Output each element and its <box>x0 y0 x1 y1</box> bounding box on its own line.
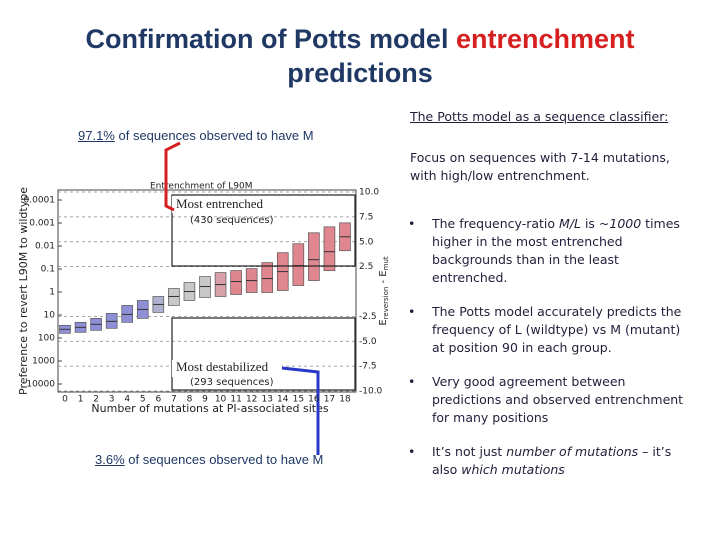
callout-line <box>164 141 181 212</box>
bottom-note: 3.6% of sequences observed to have M <box>95 452 323 467</box>
y2-tick-label: 10.0 <box>359 188 379 198</box>
bullet-text: is ~ <box>580 216 610 231</box>
bullet-italic: number of mutations <box>506 444 639 459</box>
box <box>323 226 336 271</box>
destabilized-count: (293 sequences) <box>190 377 274 388</box>
x-tick-label: 13 <box>261 395 272 405</box>
y2-axis-label: Ereversion - Emut <box>378 256 390 326</box>
x-tick-label: 7 <box>171 395 177 405</box>
x-tick-label: 15 <box>293 395 304 405</box>
y2-tick-label: -2.5 <box>359 312 377 322</box>
x-tick-label: 11 <box>230 395 241 405</box>
y2-tick-label: 2.5 <box>359 262 373 272</box>
y-tick-label: 10000 <box>26 380 55 390</box>
y-tick-label: 0.01 <box>35 242 55 252</box>
percent: 3.6% <box>95 452 125 467</box>
bullet-text: times higher in the most entrenched back… <box>432 216 680 285</box>
x-tick-label: 14 <box>277 395 289 405</box>
focus-text: Focus on sequences with 7-14 mutations, … <box>410 150 670 183</box>
bullet-italic: 1000 <box>609 216 642 231</box>
title-part: predictions <box>287 58 433 88</box>
y2-tick-label: -7.5 <box>359 362 377 372</box>
bullet-text: It’s not just <box>432 444 507 459</box>
y2-label-part: reversion <box>382 287 390 320</box>
y-tick-label: 100 <box>38 334 55 344</box>
x-tick-label: 0 <box>62 395 68 405</box>
y2-label-part: mut <box>382 256 390 270</box>
y2-tick-label: 7.5 <box>359 212 373 222</box>
right-heading: The Potts model as a sequence classifier… <box>410 109 669 124</box>
y-axis-label: Preference to revert L90M to wildtype <box>17 187 30 395</box>
figure-title: Entrenchment of L90M <box>150 182 252 192</box>
x-tick-label: 10 <box>215 395 227 405</box>
bullet-italic: which mutations <box>461 462 565 477</box>
entrenched-count: (430 sequences) <box>190 215 274 226</box>
marks <box>58 191 356 392</box>
y-tick-label: 10 <box>44 311 56 321</box>
y2-label-part: E <box>378 319 389 325</box>
label-bg <box>172 360 282 377</box>
entrenched-label: Most entrenched <box>176 196 264 211</box>
x-tick-label: 17 <box>324 395 335 405</box>
x-tick-label: 16 <box>308 395 320 405</box>
bullet-text: The Potts model accurately predicts the … <box>432 304 682 355</box>
title-highlight: entrenchment <box>455 24 635 54</box>
y-tick-label: 1000 <box>32 357 55 367</box>
x-tick-label: 2 <box>93 395 99 405</box>
x-tick-label: 4 <box>124 395 130 405</box>
x-tick-label: 9 <box>202 395 208 405</box>
y-tick-label: 0.1 <box>41 265 55 275</box>
title-part: Confirmation of Potts model <box>85 24 456 54</box>
y2-label-part: - E <box>378 270 389 286</box>
bullet-text: – it’s also <box>432 444 672 477</box>
x-tick-label: 1 <box>78 395 84 405</box>
entrenched-region <box>171 194 356 267</box>
x-tick-label: 6 <box>155 395 161 405</box>
percent: 97.1% <box>78 128 115 143</box>
label-bg <box>172 196 276 213</box>
x-tick-label: 5 <box>140 395 146 405</box>
y-tick-label: 1 <box>49 288 55 298</box>
box <box>308 232 320 281</box>
box <box>230 270 242 295</box>
y2-tick-label: -5.0 <box>359 337 377 347</box>
x-tick-label: 18 <box>339 395 351 405</box>
box <box>261 262 274 293</box>
note-text: of sequences observed to have M <box>124 452 324 467</box>
note-text: of sequences observed to have M <box>114 128 314 143</box>
box <box>292 243 305 286</box>
title: Confirmation of Potts model entrenchment… <box>0 22 720 90</box>
y2-tick-label: -10.0 <box>359 387 383 397</box>
x-tick-label: 12 <box>246 395 257 405</box>
destabilized-label: Most destabilized <box>176 359 269 374</box>
bullet-text: Very good agreement between predictions … <box>432 374 684 425</box>
x-tick-label: 3 <box>109 395 115 405</box>
x-axis-label: Number of mutations at PI-associated sit… <box>91 402 328 415</box>
top-note: 97.1% of sequences observed to have M <box>78 128 314 143</box>
y-tick-label: 0.0001 <box>24 196 56 206</box>
x-tick-label: 8 <box>187 395 193 405</box>
callout-line <box>281 366 320 455</box>
bullet-italic: M/L <box>559 216 581 231</box>
y-tick-label: 0.001 <box>29 219 55 229</box>
bullet-text: The frequency-ratio <box>432 216 560 231</box>
y2-tick-label: 5.0 <box>359 237 374 247</box>
destabilized-region <box>171 317 356 391</box>
